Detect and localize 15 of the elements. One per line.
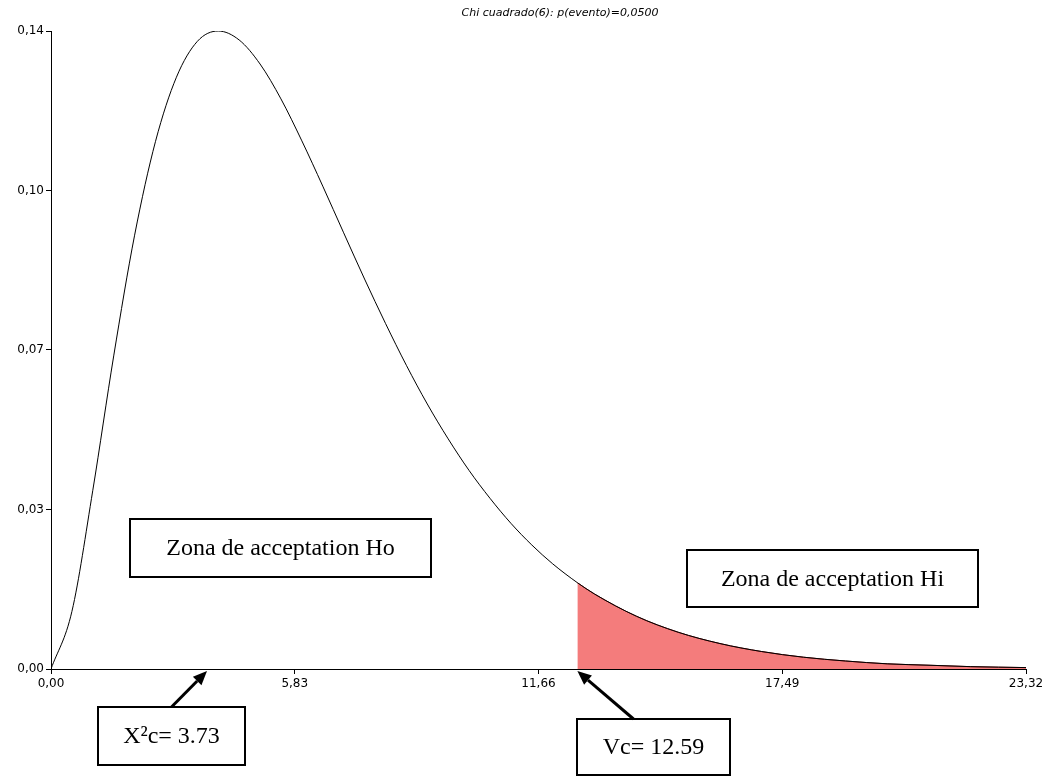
x-tick-label: 11,66	[521, 676, 556, 691]
chart-title: Chi cuadrado(6): p(evento)=0,0500	[461, 5, 659, 19]
annotation: Zona de acceptation Ho	[166, 534, 395, 561]
y-tick-label: 0,03	[17, 501, 44, 516]
y-tick-label: 0,00	[17, 661, 44, 676]
y-tick-label: 0,14	[17, 23, 44, 38]
x-tick-label: 17,49	[765, 676, 800, 691]
annotation: Zona de acceptation Hi	[720, 564, 945, 591]
x-tick-label: 0,00	[37, 676, 65, 691]
y-tick-label: 0,10	[17, 182, 44, 197]
x-tick-label: 23,32	[1008, 676, 1044, 691]
x-tick-label: 5,83	[281, 676, 309, 691]
y-tick-label: 0,07	[17, 341, 44, 356]
text: X²c= 3.73	[123, 722, 220, 749]
annotation: Vc= 12.59	[602, 733, 705, 760]
